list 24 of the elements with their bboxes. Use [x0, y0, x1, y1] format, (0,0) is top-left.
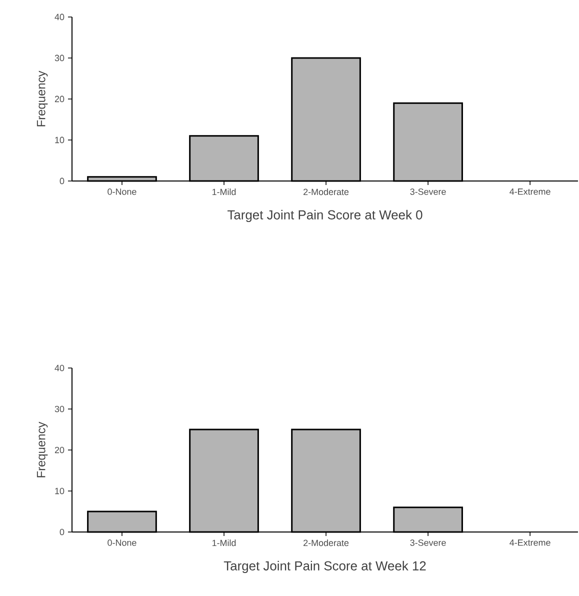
y-tick-label: 10 [55, 488, 64, 494]
x-axis-title: Target Joint Pain Score at Week 0 [228, 210, 423, 222]
y-axis-title: Frequency [37, 422, 48, 478]
x-tick-label: 2-Moderate [304, 188, 349, 196]
y-tick-label: 20 [55, 96, 64, 102]
x-tick-label: 1-Mild [212, 188, 236, 196]
y-tick-label: 0 [60, 178, 64, 184]
x-tick-label: 4-Extreme [510, 540, 551, 546]
x-axis-title: Target Joint Pain Score at Week 12 [224, 560, 426, 574]
y-tick-label: 10 [55, 136, 64, 144]
x-tick-label: 1-Mild [212, 540, 236, 546]
y-tick-label: 40 [54, 14, 64, 20]
y-tick-label: 40 [54, 364, 64, 372]
x-tick-label: 4-Extreme [510, 188, 551, 195]
y-tick-label: 30 [55, 406, 64, 412]
y-axis-title: Frequency [37, 70, 48, 126]
y-tick-label: 30 [55, 54, 64, 62]
x-tick-label: 0-None [108, 540, 137, 546]
x-tick-label: 2-Moderate [304, 540, 349, 546]
x-tick-label: 0-None [108, 188, 137, 195]
x-tick-label: 3-Severe [410, 540, 446, 546]
x-tick-label: 3-Severe [410, 188, 446, 195]
y-tick-label: 0 [60, 528, 64, 536]
y-tick-label: 20 [55, 446, 64, 454]
